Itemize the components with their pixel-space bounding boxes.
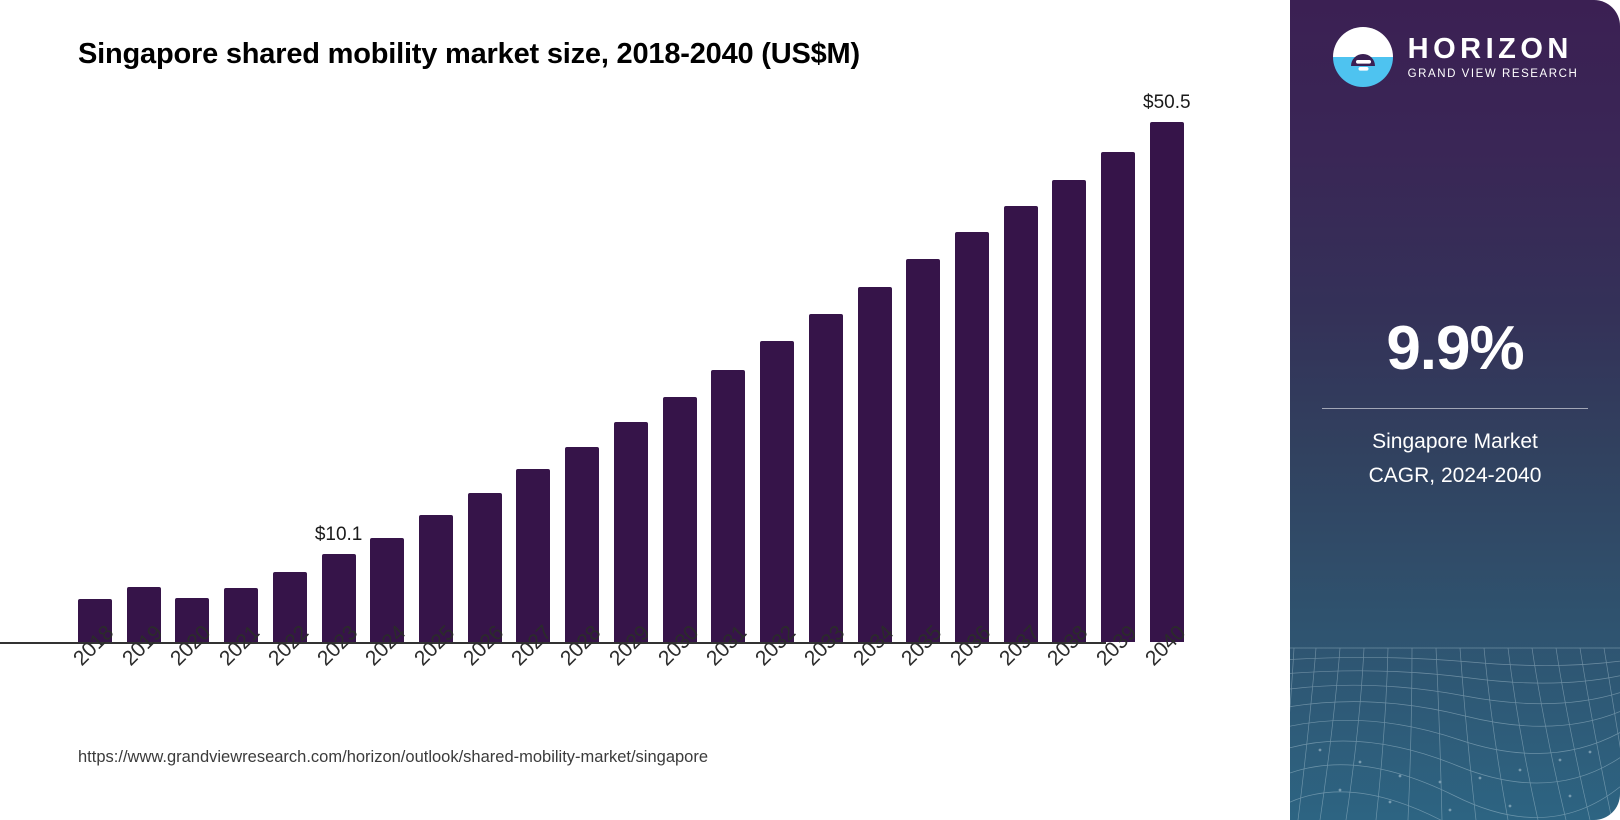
cagr-block: 9.9% Singapore Market CAGR, 2024-2040 xyxy=(1290,318,1620,492)
bar[interactable] xyxy=(1003,206,1038,642)
logo-text: HORIZON GRAND VIEW RESEARCH xyxy=(1407,32,1579,81)
bar[interactable] xyxy=(1052,180,1087,642)
x-tick-slot: 2024 xyxy=(361,621,410,726)
bar-value-label: $10.1 xyxy=(314,524,363,545)
bar-slot xyxy=(954,96,989,642)
x-tick-slot: 2036 xyxy=(946,621,995,726)
bar-slot xyxy=(565,96,600,642)
bar-slot xyxy=(516,96,551,642)
x-tick-slot: 2033 xyxy=(800,621,849,726)
logo: HORIZON GRAND VIEW RESEARCH xyxy=(1290,26,1620,88)
x-tick-slot: 2037 xyxy=(995,621,1044,726)
bar[interactable] xyxy=(467,493,502,642)
x-tick-slot: 2027 xyxy=(507,621,556,726)
x-tick-slot: 2019 xyxy=(118,621,167,726)
x-tick-slot: 2029 xyxy=(605,621,654,726)
x-axis-tick-labels: 2018 2019 2020 2021 2022 2023 2024 2025 2026 2027… xyxy=(69,621,1190,726)
x-tick-slot: 2018 xyxy=(69,621,118,726)
cagr-value: 9.9% xyxy=(1386,314,1524,383)
bar-slot xyxy=(224,96,259,642)
bar[interactable] xyxy=(78,599,112,642)
bar-slot: $10.1 xyxy=(315,96,362,642)
bar[interactable] xyxy=(370,538,405,642)
bar[interactable] xyxy=(1149,122,1184,642)
x-tick-slot: 2020 xyxy=(166,621,215,726)
bar[interactable] xyxy=(321,554,356,642)
bar-slot xyxy=(662,96,697,642)
bar[interactable] xyxy=(662,397,697,642)
horizon-circle-logo-icon xyxy=(1332,27,1393,87)
bar[interactable] xyxy=(126,587,161,642)
bar[interactable] xyxy=(954,232,989,642)
x-tick-slot: 2031 xyxy=(702,621,751,726)
bar-slot xyxy=(78,96,112,642)
bar-slot xyxy=(419,96,454,642)
cagr-caption: Singapore Market CAGR, 2024-2040 xyxy=(1290,425,1620,492)
chart-panel: Singapore shared mobility market size, 2… xyxy=(0,38,1191,766)
x-tick-slot: 2034 xyxy=(849,621,898,726)
x-tick-slot: 2032 xyxy=(751,621,800,726)
bar-slot xyxy=(760,96,795,642)
bar-slot: $50.5 xyxy=(1143,92,1191,642)
logo-name: HORIZON xyxy=(1407,32,1573,65)
x-tick-slot: 2025 xyxy=(410,621,459,726)
divider xyxy=(1322,408,1588,409)
bar[interactable] xyxy=(857,287,892,642)
bar-slot xyxy=(175,96,210,642)
bar-slot xyxy=(370,96,405,642)
bar[interactable] xyxy=(272,572,307,642)
bar[interactable] xyxy=(565,447,600,642)
bar-series: $10.1 $50.5 xyxy=(78,92,1191,642)
plot-area: $10.1 $50.5 xyxy=(78,92,1191,642)
bar[interactable] xyxy=(516,469,551,642)
x-axis-line xyxy=(0,642,1106,644)
cagr-caption-line1: Singapore Market xyxy=(1372,430,1538,453)
bar[interactable] xyxy=(613,422,648,642)
bar-slot xyxy=(711,96,746,642)
bar[interactable] xyxy=(224,588,259,642)
bar-slot xyxy=(857,96,892,642)
x-tick-slot: 2023 xyxy=(313,621,362,726)
bar[interactable] xyxy=(175,598,210,642)
x-tick-slot: 2021 xyxy=(215,621,264,726)
bar-slot xyxy=(1003,96,1038,642)
bar-slot xyxy=(467,96,502,642)
x-tick-slot: 2028 xyxy=(556,621,605,726)
x-tick-slot: 2040 xyxy=(1141,621,1190,726)
bar[interactable] xyxy=(808,314,843,642)
wireframe-mesh-decoration xyxy=(1290,647,1620,820)
bar-slot xyxy=(906,96,941,642)
bar[interactable] xyxy=(419,515,454,642)
bar[interactable] xyxy=(711,370,746,642)
x-tick-slot: 2026 xyxy=(459,621,508,726)
branding-sidebar: HORIZON GRAND VIEW RESEARCH 9.9% Singapo… xyxy=(1290,0,1620,820)
bar-slot xyxy=(126,96,161,642)
x-tick-slot: 2039 xyxy=(1092,621,1141,726)
bar[interactable] xyxy=(1101,152,1136,642)
bar-slot xyxy=(272,96,307,642)
x-tick-slot: 2022 xyxy=(264,621,313,726)
bar-slot xyxy=(613,96,648,642)
x-tick-slot: 2030 xyxy=(654,621,703,726)
bar-slot xyxy=(1101,96,1136,642)
logo-subtitle: GRAND VIEW RESEARCH xyxy=(1407,68,1579,81)
page-title: Singapore shared mobility market size, 2… xyxy=(78,38,860,70)
bar[interactable] xyxy=(760,341,795,642)
bar-slot xyxy=(808,96,843,642)
x-tick-slot: 2038 xyxy=(1043,621,1092,726)
bar-slot xyxy=(1052,96,1087,642)
cagr-caption-line2: CAGR, 2024-2040 xyxy=(1368,463,1542,487)
bar[interactable] xyxy=(906,259,941,642)
x-tick-slot: 2035 xyxy=(897,621,946,726)
bar-value-label: $50.5 xyxy=(1143,92,1191,113)
source-url[interactable]: https://www.grandviewresearch.com/horizo… xyxy=(78,748,709,766)
